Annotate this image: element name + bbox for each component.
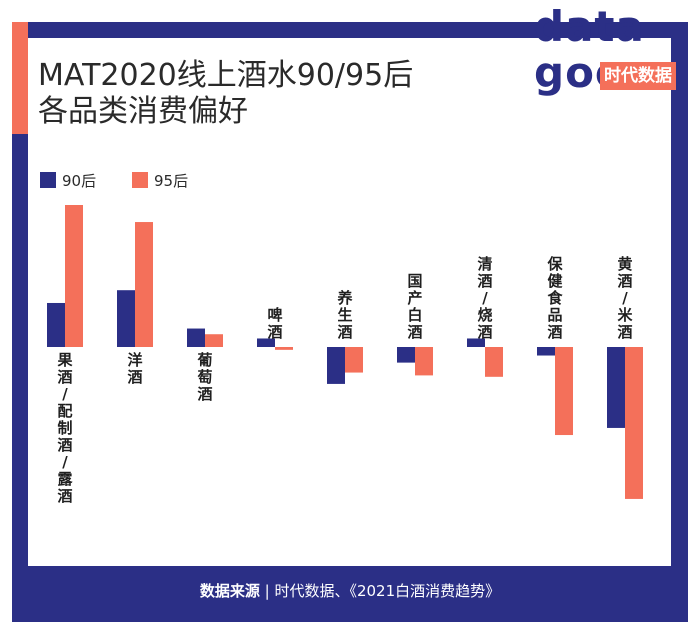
legend-swatch-95 — [132, 172, 148, 188]
category-label-1: 洋酒 — [127, 351, 142, 386]
bar-90-8 — [607, 347, 625, 428]
legend-item-95: 95后 — [132, 170, 188, 191]
chart-title: MAT2020线上酒水90/95后 各品类消费偏好 — [38, 58, 498, 130]
bar-95-0 — [65, 205, 83, 347]
frame-accent — [12, 22, 28, 134]
bar-90-7 — [537, 347, 555, 356]
bar-95-8 — [625, 347, 643, 499]
bar-95-4 — [345, 347, 363, 373]
bar-90-2 — [187, 328, 205, 347]
bar-90-5 — [397, 347, 415, 363]
source-label: 数据来源 — [199, 582, 260, 600]
logo-word-top: data — [534, 2, 645, 51]
bar-90-0 — [47, 302, 65, 347]
category-label-2: 葡萄酒 — [196, 351, 212, 403]
legend-label-90: 90后 — [62, 172, 97, 190]
bar-90-6 — [467, 338, 485, 347]
category-label-3: 啤酒 — [267, 306, 282, 341]
bar-95-6 — [485, 347, 503, 377]
bar-90-1 — [117, 290, 135, 347]
legend-label-95: 95后 — [154, 172, 189, 190]
chart-title-line1: MAT2020线上酒水90/95后 — [38, 58, 414, 93]
source-separator: | — [264, 582, 270, 600]
bar-90-4 — [327, 347, 345, 384]
category-label-0: 果酒/配制酒/露酒 — [56, 351, 73, 505]
chart-title-line2: 各品类消费偏好 — [38, 94, 248, 129]
category-label-7: 保健食品酒 — [546, 255, 563, 341]
logo-tag: 时代数据 — [600, 62, 676, 90]
source-note: 数据来源 | 时代数据、《2021白酒消费趋势》 — [12, 580, 688, 602]
bar-95-5 — [415, 347, 433, 376]
category-label-8: 黄酒/米酒 — [617, 255, 633, 341]
dataguru-logo: data goo 时代数据 — [528, 4, 678, 112]
legend-item-90: 90后 — [40, 170, 96, 191]
bar-90-3 — [257, 338, 275, 347]
footer-bar — [12, 567, 688, 622]
source-text: 时代数据、《2021白酒消费趋势》 — [274, 582, 501, 600]
category-label-6: 清酒/烧酒 — [477, 255, 492, 341]
category-label-5: 国产白酒 — [407, 272, 422, 341]
bar-95-1 — [135, 222, 153, 347]
bar-95-3 — [275, 347, 293, 350]
legend-swatch-90 — [40, 172, 56, 188]
bar-95-2 — [205, 334, 223, 347]
category-label-4: 养生酒 — [336, 289, 353, 341]
bar-95-7 — [555, 347, 573, 436]
